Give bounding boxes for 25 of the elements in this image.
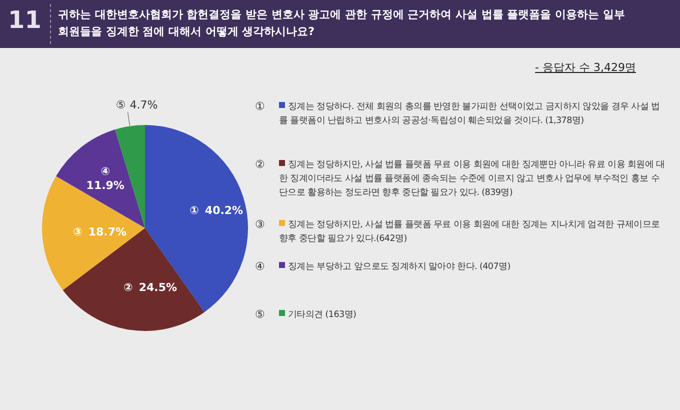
data-label: 18.7%	[88, 226, 127, 239]
text: 11	[8, 6, 42, 34]
data-label: 24.5%	[138, 281, 178, 294]
text: 징계는 정당하지만, 사설 법률 플랫폼 무료 이용 회원에 대한 징계뿐만 아니라 유료 이용 회원에 대한 징계이더라도 사설 법률 플랫폼에 종속되는 수준에 이르지 않고 변호사 업무에 부수적인 홍보 수단으로 활용하는 정도라면 향후 중단할 필요가 있다. (839명)	[279, 160, 665, 198]
pie-slice	[62, 228, 204, 331]
slice-label: ②	[124, 281, 133, 294]
legend-label: ④	[255, 260, 265, 274]
legend-label: ②	[255, 158, 265, 172]
pie-slice	[56, 129, 145, 228]
text: 징계는 부당하고 앞으로도 징계하지 말아야 한다. (407명)	[288, 262, 510, 272]
data-label: 40.2%	[204, 204, 244, 217]
data-label: 11.9%	[86, 178, 124, 192]
text: - 응답자 수 3,429명	[535, 60, 636, 75]
text: 기타의견 (163명)	[288, 310, 356, 320]
slice-label: ④	[100, 164, 110, 178]
text: 징계는 정당하다. 전체 회원의 총의를 반영한 불가피한 선택이었고 금지하지 않았을 경우 사설 법률 플랫폼이 난립하고 변호사의 공공성·독립성이 훼손되었을 것이다. (1,378명)	[279, 102, 660, 126]
legend-label: ③	[255, 218, 265, 232]
text: 귀하는 대한변호사협회가 합헌결정을 받은 변호사 광고에 관한 규정에 근거하여 사설 법률 플랫폼을 이용하는 일부 회원들을 징계한 점에 대해서 어떻게 생각하시나요?	[58, 7, 626, 40]
slice-label: ⑤	[116, 98, 126, 112]
text: 징계는 정당하지만, 사설 법률 플랫폼 무료 이용 회원에 대한 징계는 지나치게 엄격한 규제이므로 향후 중단할 필요가 있다.(642명)	[279, 220, 660, 244]
slice-label: ③	[73, 226, 82, 239]
data-label: 4.7%	[130, 98, 158, 112]
slice-label: ①	[190, 204, 199, 217]
legend-label: ①	[255, 100, 265, 114]
legend-label: ⑤	[255, 308, 265, 322]
